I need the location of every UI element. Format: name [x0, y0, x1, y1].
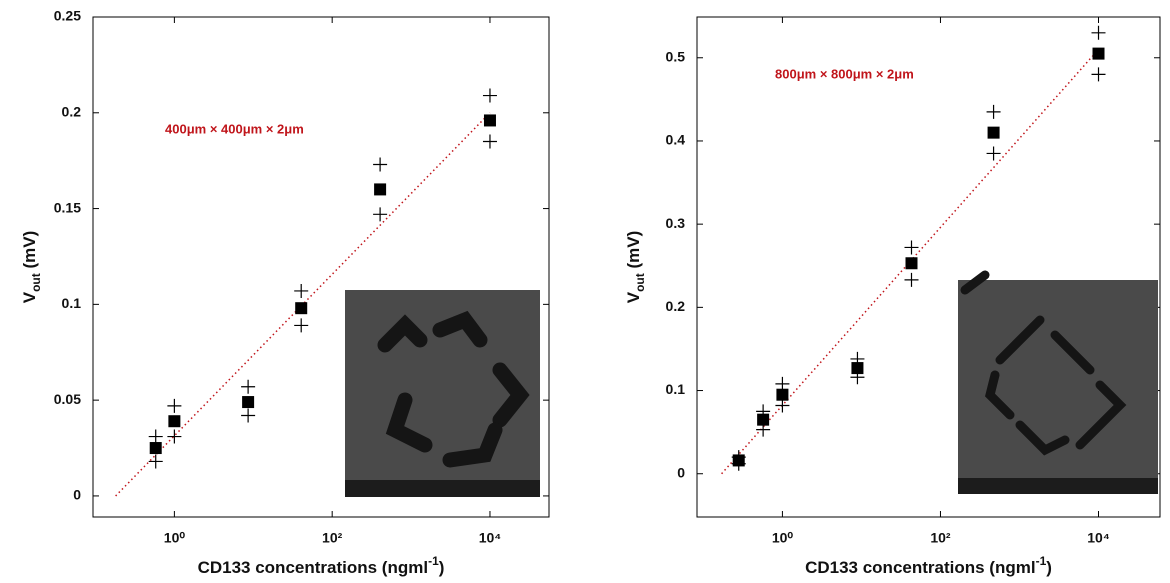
data-point: [295, 302, 308, 315]
y-label-sub: out: [633, 273, 647, 292]
plus-marker: [775, 376, 790, 391]
x-tick-label: 10²: [322, 530, 343, 546]
y-tick-label: 0.2: [62, 103, 82, 119]
y-tick-label: 0.1: [666, 381, 686, 397]
plus-marker: [482, 88, 497, 103]
x-tick-label: 10⁰: [772, 530, 794, 546]
chart-panel: 0 0.05 0.1 0.15 0.2 0.25 10⁰ 10² 10⁴ 400μm × 400μ…: [20, 8, 550, 577]
plus-marker: [148, 454, 163, 469]
plus-marker: [1091, 25, 1106, 40]
x-label-text: CD133 concentrations (ngml: [198, 558, 429, 577]
x-tick-label: 10⁴: [1087, 530, 1110, 546]
y-tick-label: 0.15: [54, 199, 81, 215]
annotation: 800μm × 800μm × 2μm: [775, 66, 914, 81]
plus-marker: [294, 283, 309, 298]
plus-marker: [167, 398, 182, 413]
x-axis-label: CD133 concentrations (ngml-1): [805, 554, 1052, 577]
plus-marker: [904, 240, 919, 255]
y-tick-label: 0.05: [54, 391, 81, 407]
y-label-text: V: [20, 291, 39, 303]
y-axis-label: Vout (mV): [624, 231, 647, 304]
x-label-end: ): [1046, 558, 1052, 577]
data-point: [374, 183, 387, 196]
data-point: [851, 362, 864, 375]
plot-area: [92, 16, 550, 518]
y-label-end: (mV): [624, 231, 643, 274]
y-tick-label: 0: [677, 464, 685, 480]
y-label-end: (mV): [20, 231, 39, 274]
plus-marker: [482, 134, 497, 149]
x-tick-label: 10⁴: [479, 530, 502, 546]
inset-image-left: [345, 290, 540, 497]
y-label-sub: out: [29, 273, 43, 292]
data-point: [242, 396, 255, 409]
annotation: 400μm × 400μm × 2μm: [165, 121, 304, 136]
plus-marker: [904, 272, 919, 287]
x-label-end: ): [439, 558, 445, 577]
y-tick-label: 0.4: [666, 132, 686, 148]
plot-area: [696, 16, 1161, 518]
plus-marker: [986, 104, 1001, 119]
inset-image-right: [958, 270, 1158, 494]
fit-line: [115, 112, 491, 497]
plus-marker: [294, 318, 309, 333]
data-point: [987, 126, 1000, 139]
x-axis-label: CD133 concentrations (ngml-1): [198, 554, 445, 577]
plus-marker: [167, 429, 182, 444]
data-point: [905, 257, 918, 270]
plus-marker: [986, 146, 1001, 161]
data-point: [149, 442, 162, 455]
data-point: [1092, 47, 1105, 60]
y-tick-label: 0.25: [54, 8, 81, 24]
y-tick-label: 0.5: [666, 48, 686, 64]
plus-marker: [373, 207, 388, 222]
y-tick-label: 0.3: [666, 215, 686, 231]
plus-marker: [241, 379, 256, 394]
x-tick-label: 10⁰: [164, 530, 186, 546]
y-tick-label: 0: [73, 487, 81, 503]
x-tick-label: 10²: [930, 530, 951, 546]
plus-marker: [775, 398, 790, 413]
x-label-text: CD133 concentrations (ngml: [805, 558, 1036, 577]
chart-panel: 0 0.1 0.2 0.3 0.4 0.5 10⁰ 10² 10⁴ 800μm × 800μm ×…: [624, 16, 1161, 577]
x-label-sup: -1: [428, 554, 439, 568]
data-point: [168, 415, 181, 428]
y-axis-label: Vout (mV): [20, 231, 43, 304]
y-tick-label: 0.2: [666, 298, 686, 314]
y-tick-label: 0.1: [62, 295, 82, 311]
plus-marker: [241, 408, 256, 423]
data-point: [483, 114, 496, 127]
plus-marker: [1091, 67, 1106, 82]
plus-marker: [148, 429, 163, 444]
data-point: [757, 413, 770, 426]
plus-marker: [373, 157, 388, 172]
data-point: [776, 388, 789, 401]
y-label-text: V: [624, 291, 643, 303]
x-label-sup: -1: [1036, 554, 1047, 568]
data-point: [732, 454, 745, 467]
